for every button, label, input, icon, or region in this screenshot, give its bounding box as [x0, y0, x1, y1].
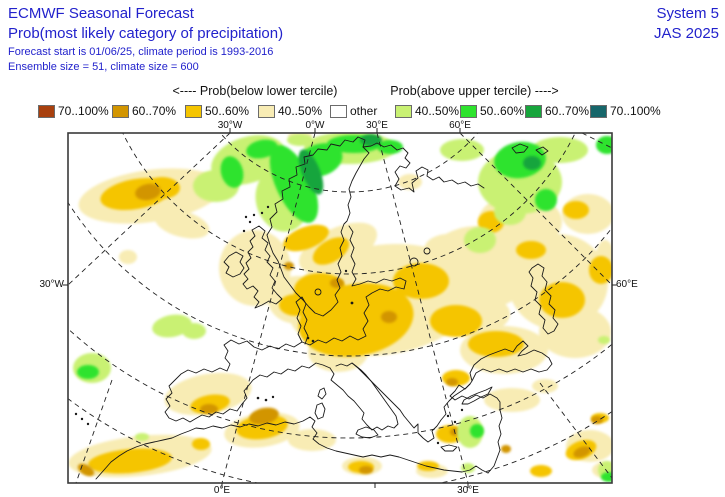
legend-swatch [258, 104, 275, 118]
legend-label: 70..100% [58, 104, 109, 118]
legend-label: 50..60% [205, 104, 250, 118]
precip-below-60-70-blobs [77, 183, 603, 477]
legend-swatch [112, 104, 129, 118]
map-top-label: 0°W [305, 120, 325, 131]
map-right-label: 60°E [616, 279, 638, 290]
map-top-label: 60°E [449, 120, 471, 131]
legend-item: other [330, 104, 377, 118]
legend-item: 50..60% [185, 104, 249, 118]
map-bottom-label: 0°E [213, 485, 231, 496]
precip-below-50-60-blobs [88, 173, 612, 477]
legend-label: 40..50% [278, 104, 323, 118]
legend-label: other [350, 104, 378, 118]
legend-swatch [330, 104, 347, 118]
ensemble-size-line: Ensemble size = 51, climate size = 600 [8, 61, 199, 73]
page-title: ECMWF Seasonal Forecast [8, 5, 194, 22]
map-left-label: 30°W [39, 279, 64, 290]
legend-label: 60..70% [545, 104, 590, 118]
map-ticks [63, 128, 617, 488]
forecast-start-line: Forecast start is 01/06/25, climate peri… [8, 46, 274, 58]
coastlines [74, 136, 559, 480]
above-tercile-direction-label: Prob(above upper tercile) ----> [390, 84, 559, 98]
below-tercile-direction-label: <---- Prob(below lower tercile) [172, 84, 338, 98]
map-top-label: 30°E [366, 120, 388, 131]
map-top-label: 30°W [217, 120, 243, 131]
legend-item: 60..70% [525, 104, 589, 118]
season-label: JAS 2025 [653, 25, 719, 42]
map-bottom-label: 30°E [457, 485, 479, 496]
legend-swatch [185, 104, 202, 118]
legend-swatch [460, 104, 477, 118]
map-frame [67, 132, 613, 484]
legend-item: 60..70% [112, 104, 176, 118]
legend-label: 70..100% [610, 104, 661, 118]
page-subtitle: Prob(most likely category of precipitati… [8, 25, 284, 42]
system-label: System 5 [656, 5, 719, 22]
legend-swatch [590, 104, 607, 118]
legend-label: 50..60% [480, 104, 525, 118]
legend-swatch [395, 104, 412, 118]
legend-item: 40..50% [395, 104, 459, 118]
legend-swatch [38, 104, 55, 118]
legend-item: 70..100% [590, 104, 661, 118]
legend-swatch [525, 104, 542, 118]
legend-item: 40..50% [258, 104, 322, 118]
legend-label: 60..70% [132, 104, 177, 118]
legend-item: 50..60% [460, 104, 524, 118]
legend-label: 40..50% [415, 104, 460, 118]
small-islands [74, 205, 464, 445]
legend-item: 70..100% [38, 104, 109, 118]
